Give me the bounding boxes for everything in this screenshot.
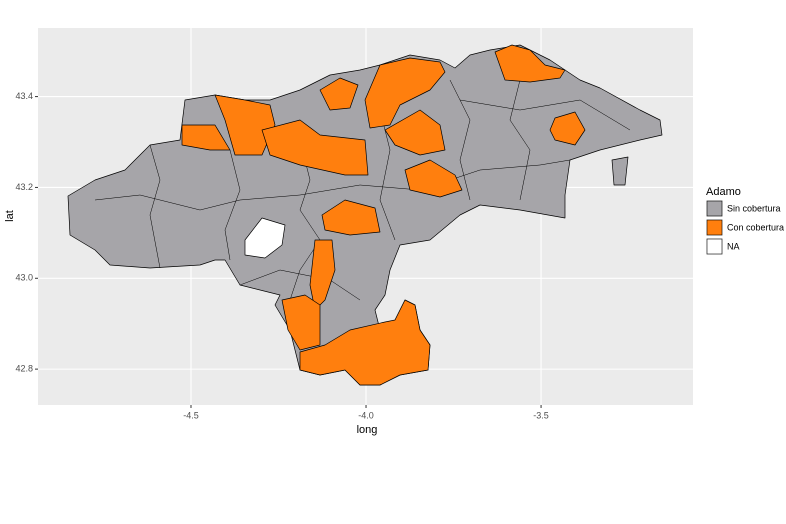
covered-region <box>309 239 336 311</box>
x-axis-title: long <box>357 424 378 436</box>
y-tick-label: 43.2 <box>15 182 33 192</box>
covered-region <box>281 294 321 351</box>
borders <box>509 79 531 201</box>
borders <box>289 139 321 301</box>
legend-label: Con cobertura <box>727 222 784 232</box>
borders <box>459 99 631 131</box>
legend-swatch <box>706 200 723 217</box>
covered-region <box>261 119 369 176</box>
covered-region <box>549 111 586 146</box>
x-tick-label: -3.5 <box>533 410 549 420</box>
covered-region <box>319 77 359 111</box>
y-axis-title: lat <box>4 210 16 222</box>
x-tick-label: -4.5 <box>183 410 199 420</box>
na-region <box>244 217 286 259</box>
legend-label: NA <box>727 241 740 251</box>
covered-region <box>384 109 446 156</box>
legend-swatch <box>706 219 723 236</box>
covered-region <box>494 44 566 83</box>
y-tick-label: 42.8 <box>15 363 33 373</box>
legend-swatch <box>706 238 723 255</box>
map <box>67 44 663 386</box>
y-tick-label: 43.0 <box>15 273 33 283</box>
island <box>611 156 629 186</box>
legend-title: Adamo <box>706 186 741 198</box>
covered-region <box>404 159 463 198</box>
covered-region <box>321 199 381 236</box>
covered-region <box>181 124 231 151</box>
borders <box>149 144 161 269</box>
covered-region <box>299 299 431 386</box>
borders <box>239 269 361 301</box>
x-tick-label: -4.0 <box>358 410 374 420</box>
covered-region <box>364 57 446 129</box>
borders <box>94 159 571 211</box>
borders <box>224 149 241 261</box>
legend-label: Sin cobertura <box>727 203 781 213</box>
y-tick-label: 43.4 <box>15 91 33 101</box>
